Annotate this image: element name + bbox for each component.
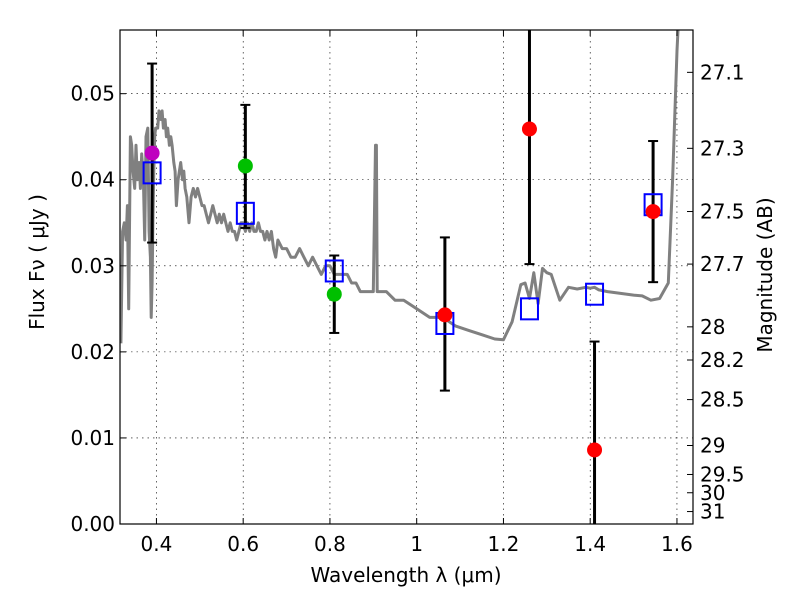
magnitude-axis-label-text: Magnitude (AB) [753,197,777,352]
x-tick-label: 1.6 [661,532,693,556]
plot-frame [119,29,694,525]
x-axis-label: Wavelength λ (μm) [310,563,501,587]
mag-tick-label: 27.5 [700,200,745,224]
mag-tick-label: 30 [700,481,725,505]
model-photometry-square [585,282,605,306]
observed-point-green [326,286,342,302]
y-tick-label: 0.04 [70,168,115,192]
mag-tick-label: 31 [700,500,725,524]
x-tick-label: 1.4 [574,532,606,556]
y-tick-label: 0.03 [70,254,115,278]
observed-point-red [521,121,537,137]
spectrum-line [120,30,680,344]
y-axis-label: Flux Fν ( μJy ) [25,194,49,330]
observed-point-red [645,204,661,220]
x-tick-label: 0.6 [227,532,259,556]
magnitude-axis-label: Magnitude (AB) [753,197,777,352]
y-axis-label-text: Flux Fν ( μJy ) [25,194,49,330]
model-photometry-square [235,201,255,225]
model-photometry-square [324,259,344,283]
observed-point-green [237,158,253,174]
x-tick-label: 1 [410,532,423,556]
x-tick-label: 0.8 [314,532,346,556]
y-tick-label: 0.05 [70,82,115,106]
spectrum-layer [120,30,680,344]
observed-point-red [437,307,453,323]
errorbar-layer [147,30,659,524]
y-tick-label: 0.02 [70,340,115,364]
mag-tick-label: 28.5 [700,388,745,412]
grid [120,30,693,524]
y-tick-label: 0.00 [70,512,115,536]
observed-point-magenta [144,145,160,161]
model-photometry-square [142,161,162,185]
mag-tick-label: 29 [700,434,725,458]
model-photometry-square [519,297,539,321]
x-axis-label-text: Wavelength λ (μm) [310,563,501,587]
x-tick-label: 1.2 [488,532,520,556]
x-tick-label: 0.4 [141,532,173,556]
mag-tick-label: 29.5 [700,462,745,486]
ticks-layer: 0.4 0.6 0.8 1 1.2 1.4 1.6 0.00 0.01 0.02 0.03 0.04 0… [70,30,745,556]
mag-tick-label: 27.1 [700,60,745,84]
mag-tick-label: 27.3 [700,136,745,160]
y-tick-label: 0.01 [70,426,115,450]
mag-tick-label: 27.7 [700,252,745,276]
points-layer [142,121,663,458]
observed-point-red [587,442,603,458]
mag-tick-label: 28 [700,315,725,339]
mag-tick-label: 28.2 [700,348,745,372]
